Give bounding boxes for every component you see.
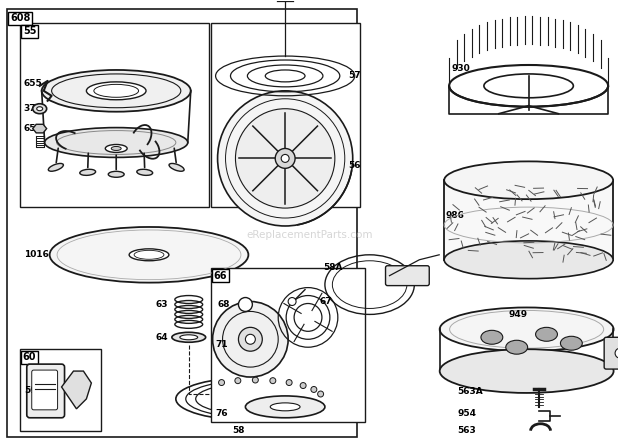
Ellipse shape (560, 336, 582, 350)
Text: 1016: 1016 (24, 250, 48, 259)
Ellipse shape (246, 396, 325, 418)
Ellipse shape (440, 307, 614, 351)
Ellipse shape (484, 74, 574, 98)
Ellipse shape (51, 74, 181, 108)
Text: 986: 986 (445, 211, 464, 219)
Text: 563A: 563A (457, 388, 483, 396)
Ellipse shape (80, 169, 95, 175)
Ellipse shape (105, 145, 127, 153)
Ellipse shape (42, 70, 191, 112)
Ellipse shape (48, 163, 63, 171)
Text: eReplacementParts.com: eReplacementParts.com (247, 230, 373, 240)
Ellipse shape (37, 107, 43, 111)
Ellipse shape (86, 82, 146, 100)
Ellipse shape (169, 163, 184, 171)
FancyBboxPatch shape (386, 266, 429, 285)
Text: 63: 63 (156, 300, 169, 309)
Ellipse shape (444, 241, 613, 279)
Text: 76: 76 (216, 409, 228, 418)
Ellipse shape (444, 161, 613, 199)
Ellipse shape (33, 104, 46, 114)
Text: 655: 655 (24, 79, 43, 88)
Ellipse shape (45, 128, 188, 157)
Bar (444, 180, 613, 260)
FancyBboxPatch shape (32, 370, 58, 410)
Ellipse shape (94, 84, 139, 97)
Text: 55: 55 (23, 26, 37, 36)
Circle shape (300, 383, 306, 388)
Circle shape (288, 297, 296, 306)
Ellipse shape (440, 349, 614, 393)
Circle shape (281, 154, 289, 162)
Circle shape (246, 334, 255, 344)
FancyBboxPatch shape (27, 364, 64, 418)
Text: 57: 57 (348, 71, 360, 80)
Circle shape (311, 387, 317, 392)
Text: 373: 373 (24, 104, 43, 113)
FancyArrowPatch shape (56, 148, 58, 163)
Circle shape (226, 99, 345, 218)
Ellipse shape (481, 330, 503, 344)
Polygon shape (61, 371, 91, 409)
Circle shape (236, 109, 335, 208)
Ellipse shape (506, 340, 528, 354)
Text: 608: 608 (10, 13, 30, 23)
Circle shape (286, 380, 292, 385)
FancyArrowPatch shape (174, 148, 176, 163)
Text: 67: 67 (320, 297, 332, 306)
Ellipse shape (129, 249, 169, 261)
Circle shape (213, 301, 288, 377)
Text: 954: 954 (457, 409, 476, 418)
FancyBboxPatch shape (604, 337, 620, 369)
Text: 71: 71 (216, 340, 228, 349)
Text: 60: 60 (23, 352, 37, 362)
Ellipse shape (180, 335, 198, 340)
Ellipse shape (134, 250, 164, 259)
Ellipse shape (449, 65, 608, 107)
Circle shape (235, 378, 241, 384)
Text: 65: 65 (24, 124, 37, 133)
Bar (7, 9, 356, 437)
Ellipse shape (137, 169, 153, 175)
Ellipse shape (172, 332, 206, 342)
Text: 58A: 58A (323, 263, 342, 272)
Bar (20, 349, 101, 431)
Text: 68: 68 (218, 300, 230, 309)
Ellipse shape (50, 227, 249, 283)
Text: 930: 930 (451, 65, 470, 74)
Bar (20, 23, 209, 207)
Circle shape (223, 311, 278, 367)
Text: 59: 59 (24, 386, 37, 396)
Circle shape (317, 391, 324, 397)
Text: 70: 70 (239, 340, 251, 349)
Circle shape (275, 149, 295, 168)
Ellipse shape (270, 403, 300, 411)
Bar (211, 268, 365, 422)
Ellipse shape (536, 327, 557, 341)
Ellipse shape (108, 171, 124, 178)
Circle shape (252, 377, 259, 383)
Circle shape (218, 91, 353, 226)
Polygon shape (33, 124, 46, 133)
Ellipse shape (111, 146, 121, 150)
Text: 56: 56 (348, 161, 360, 170)
Text: 563: 563 (457, 426, 476, 435)
Circle shape (615, 348, 620, 358)
Text: 64: 64 (156, 333, 169, 342)
Text: 66: 66 (214, 271, 227, 281)
Circle shape (219, 380, 224, 385)
Circle shape (239, 297, 252, 311)
Circle shape (270, 378, 276, 384)
Text: 58: 58 (232, 426, 245, 435)
Bar (211, 23, 360, 207)
Circle shape (239, 327, 262, 351)
Text: 949: 949 (509, 310, 528, 319)
